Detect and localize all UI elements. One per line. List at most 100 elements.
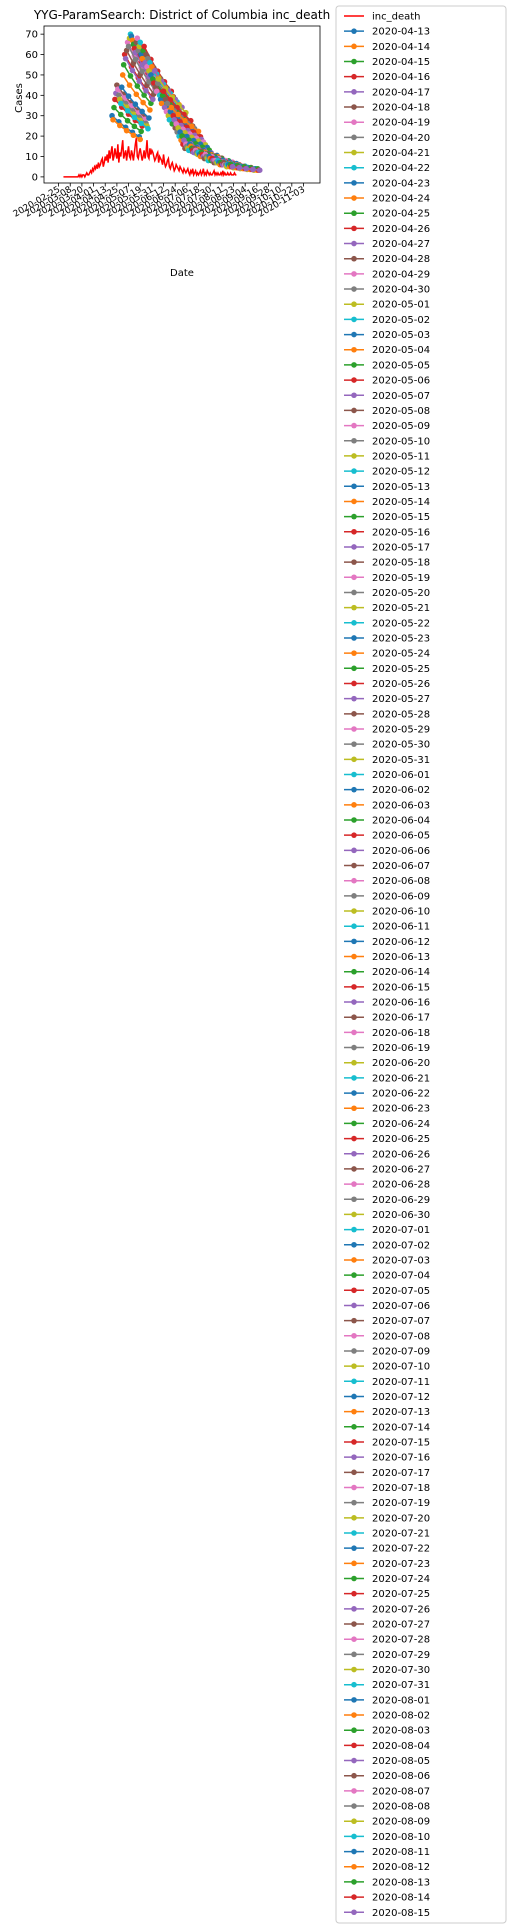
legend-label-2020-06-20: 2020-06-20	[372, 1058, 430, 1069]
legend-label-2020-06-29: 2020-06-29	[372, 1195, 430, 1206]
legend-label-2020-06-08: 2020-06-08	[372, 876, 430, 887]
legend-swatch-marker-2020-05-10	[351, 437, 357, 444]
legend-label-2020-04-30: 2020-04-30	[372, 285, 430, 296]
legend-swatch-marker-2020-04-18	[351, 104, 357, 110]
series-point-2020-04-24-2	[133, 91, 140, 98]
series-2020-04-15	[111, 104, 144, 135]
series-point-2020-04-22-1	[124, 108, 131, 114]
legend-label-2020-06-11: 2020-06-11	[372, 922, 430, 933]
y-tick-label-70: 70	[25, 30, 38, 41]
legend-label-2020-05-04: 2020-05-04	[372, 345, 430, 356]
series-point-2020-06-13-0	[168, 104, 175, 111]
legend-label-2020-04-19: 2020-04-19	[372, 118, 430, 129]
series-point-2020-05-29-0	[153, 88, 160, 95]
series-point-2020-04-15-0	[111, 104, 117, 111]
legend-swatch-marker-2020-06-26	[351, 1150, 357, 1157]
legend-label-2020-07-19: 2020-07-19	[372, 1498, 430, 1509]
legend-label-inc_death: inc_death	[372, 12, 421, 23]
series-point-2020-04-25-2	[134, 83, 141, 89]
legend-label-2020-08-07: 2020-08-07	[372, 1786, 430, 1797]
legend-label-2020-05-24: 2020-05-24	[372, 649, 430, 660]
legend-label-2020-06-03: 2020-06-03	[372, 800, 430, 811]
series-point-2020-04-22-0	[117, 100, 124, 107]
x-axis-label: Date	[170, 268, 194, 279]
legend-label-2020-05-14: 2020-05-14	[372, 497, 430, 508]
series-point-2020-04-24-3	[140, 99, 146, 106]
legend-label-2020-04-18: 2020-04-18	[372, 103, 430, 114]
legend-swatch-marker-2020-05-15	[351, 513, 357, 520]
legend-label-2020-08-10: 2020-08-10	[372, 1832, 430, 1843]
series-point-2020-05-14-0	[139, 55, 145, 62]
legend-label-2020-06-16: 2020-06-16	[372, 998, 430, 1009]
legend-label-2020-07-14: 2020-07-14	[372, 1422, 430, 1433]
legend-swatch-marker-2020-05-17	[351, 544, 357, 550]
plot-frame	[43, 25, 321, 184]
legend-label-2020-07-28: 2020-07-28	[372, 1635, 430, 1646]
legend-swatch-marker-2020-06-05	[351, 832, 357, 838]
legend-swatch-marker-2020-06-06	[351, 847, 357, 854]
series-2020-08-15	[229, 163, 263, 173]
legend-swatch-marker-2020-04-21	[351, 149, 357, 156]
legend-label-2020-08-04: 2020-08-04	[372, 1741, 430, 1752]
legend-swatch-marker-2020-07-22	[351, 1545, 357, 1551]
series-point-2020-04-23-2	[132, 101, 139, 108]
legend-swatch-marker-2020-06-20	[351, 1059, 357, 1066]
series-point-2020-04-27-2	[136, 78, 143, 84]
legend-label-2020-06-22: 2020-06-22	[372, 1089, 430, 1100]
legend-swatch-marker-2020-06-23	[351, 1105, 357, 1112]
legend-swatch-marker-2020-06-21	[351, 1075, 357, 1081]
series-point-2020-06-05-0	[160, 88, 167, 95]
legend-label-2020-07-15: 2020-07-15	[372, 1437, 430, 1448]
series-point-2020-06-11-0	[166, 116, 173, 123]
legend: inc_death 2020-04-13 2020-04-14 2020-04-15 2…	[335, 5, 507, 1924]
legend-label-2020-06-04: 2020-06-04	[372, 816, 430, 827]
legend-label-2020-07-21: 2020-07-21	[372, 1529, 430, 1540]
series-point-2020-04-16-0	[112, 96, 118, 103]
legend-swatch-marker-2020-05-23	[351, 635, 357, 641]
legend-label-2020-07-29: 2020-07-29	[372, 1650, 430, 1661]
legend-label-2020-05-26: 2020-05-26	[372, 679, 430, 690]
legend-swatch-marker-2020-07-14	[351, 1424, 357, 1430]
legend-swatch-marker-2020-08-10	[351, 1833, 357, 1840]
series-2020-04-27	[122, 55, 156, 103]
legend-label-2020-04-14: 2020-04-14	[372, 42, 430, 53]
series-point-2020-04-23-3	[139, 108, 145, 115]
legend-label-2020-05-12: 2020-05-12	[372, 467, 430, 478]
series-2020-05-31	[155, 76, 189, 116]
legend-label-2020-06-25: 2020-06-25	[372, 1134, 430, 1145]
legend-label-2020-07-08: 2020-07-08	[372, 1331, 430, 1342]
series-point-2020-05-24-0	[149, 63, 155, 70]
legend-swatch-marker-2020-05-08	[351, 407, 357, 414]
legend-label-2020-06-24: 2020-06-24	[372, 1119, 430, 1130]
legend-swatch-marker-2020-05-25	[351, 665, 357, 672]
series-point-2020-04-30-3	[146, 78, 152, 85]
legend-swatch-marker-2020-06-13	[351, 953, 357, 960]
series-point-2020-04-22-3	[138, 120, 144, 127]
legend-label-2020-07-16: 2020-07-16	[372, 1453, 430, 1464]
legend-label-2020-05-18: 2020-05-18	[372, 558, 430, 569]
legend-swatch-marker-2020-06-12	[351, 938, 357, 945]
legend-label-2020-08-01: 2020-08-01	[372, 1695, 430, 1706]
legend-swatch-marker-2020-07-24	[351, 1575, 357, 1582]
legend-label-2020-04-25: 2020-04-25	[372, 209, 430, 220]
legend-label-2020-04-23: 2020-04-23	[372, 178, 430, 189]
legend-label-2020-06-10: 2020-06-10	[372, 907, 430, 918]
legend-label-2020-07-13: 2020-07-13	[372, 1407, 430, 1418]
legend-label-2020-05-31: 2020-05-31	[372, 755, 430, 766]
legend-swatch-marker-2020-06-29	[351, 1196, 357, 1203]
legend-swatch-marker-2020-06-11	[351, 923, 357, 929]
legend-swatch-marker-2020-05-11	[351, 453, 357, 459]
legend-label-2020-08-09: 2020-08-09	[372, 1817, 430, 1828]
legend-label-2020-05-06: 2020-05-06	[372, 376, 430, 387]
legend-swatch-marker-2020-05-26	[351, 680, 357, 687]
legend-swatch-marker-2020-04-23	[351, 180, 357, 186]
legend-label-2020-05-07: 2020-05-07	[372, 391, 430, 402]
legend-swatch-marker-2020-07-25	[351, 1590, 357, 1597]
legend-label-2020-05-19: 2020-05-19	[372, 573, 430, 584]
legend-swatch-marker-2020-05-24	[351, 650, 357, 656]
legend-label-2020-05-10: 2020-05-10	[372, 436, 430, 447]
legend-swatch-marker-2020-07-03	[351, 1257, 357, 1263]
legend-label-2020-06-19: 2020-06-19	[372, 1043, 430, 1054]
series-point-2020-04-25-0	[120, 61, 127, 68]
legend-swatch-marker-2020-06-02	[351, 786, 357, 793]
